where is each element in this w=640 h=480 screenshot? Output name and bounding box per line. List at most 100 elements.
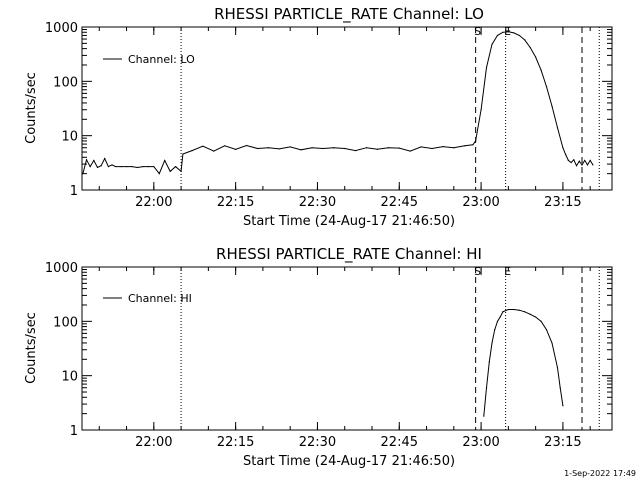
panel-lo-legend-label: Channel: LO [128,53,195,66]
panel-lo-data-point [409,150,411,152]
panel-hi-ytick-label-3: 1000 [45,261,78,276]
panel-hi-data-point [496,320,499,322]
panel-lo-data-point [524,39,526,41]
panel-lo-data-point [581,164,583,166]
panel-hi-data-point [491,342,493,344]
panel-lo-ytick-label-3: 1000 [45,21,78,36]
panel-hi-marker-label-E: E [504,265,511,278]
panel-hi-data-point [551,342,553,344]
panel-lo-data-point [202,145,204,147]
panel-lo-data-point [518,34,520,37]
panel-lo-data-point [551,105,553,107]
panel-lo-data-point [224,145,226,147]
panel-lo-data-point [376,148,379,150]
panel-hi-data-point [483,415,485,417]
panel-lo-data-point [535,56,537,58]
panel-lo-ytick-label-1: 10 [61,130,78,145]
panel-lo-xtick-label-3: 22:45 [381,195,418,210]
panel-hi-data-point [507,308,509,311]
panel-lo-data-point [344,147,346,150]
panel-hi-data-point [556,367,559,369]
panel-hi-data-point [535,316,537,318]
panel-hi-xtick-label-5: 23:15 [544,435,581,450]
panel-hi-data-point [524,311,526,313]
panel-lo-data-point [164,159,166,162]
panel-lo-data-point [507,31,509,33]
panel-lo-data-point [111,164,113,166]
panel-lo-data-point [142,165,144,168]
panel-lo: RHESSI PARTICLE_RATE Channel: LO Start T… [24,5,613,229]
panel-lo-data-point [153,165,155,168]
panel-lo-data-point [570,161,572,164]
panel-lo-data-point [387,147,389,149]
panel-hi-ylabel: Counts/sec [24,312,39,384]
panel-lo-data-point [567,159,569,162]
panel-lo-ylabel: Counts/sec [24,72,39,144]
panel-hi-data-point [540,320,542,322]
panel-lo-marker-label-S: S [474,25,481,38]
panel-lo-data-point [475,140,477,142]
panel-hi-data-point [502,311,504,313]
panel-lo-xtick-label-4: 23:00 [462,195,499,210]
panel-lo-data-point [85,159,88,161]
panel-lo-data-point [592,164,594,166]
panel-hi-data-point [545,329,548,331]
panel-hi-marker-label-S: S [474,265,481,278]
panel-hi-data-point [499,316,501,318]
panel-lo-data-point [556,127,559,129]
panel-lo-data-point [545,85,548,88]
panel-lo-data-point [267,147,269,149]
panel-lo-data-point [300,149,302,151]
panel-lo-data-point [322,147,324,150]
panel-hi-data-point [562,405,564,407]
panel-lo-data-point [96,166,99,169]
panel-lo-data-point [398,147,400,149]
panel-lo-data-point [115,165,117,168]
panel-hi-xtick-label-1: 22:15 [217,435,254,450]
panel-lo-xtick-label-1: 22:15 [217,195,254,210]
panel-lo-data-point [213,150,215,152]
panel-lo-xtick-label-5: 23:15 [544,195,581,210]
panel-lo-data-point [496,34,499,37]
panel-lo-data-point [420,146,422,148]
panel-lo-data-point [442,145,444,148]
panel-hi-xtick-label-3: 22:45 [381,435,418,450]
panel-lo-data-point [93,159,95,162]
panel-lo-xlabel: Start Time (24-Aug-17 21:46:50) [243,214,455,229]
panel-lo-data-point [311,147,313,149]
panel-lo-data-point [589,159,591,162]
panel-lo-data-point [485,66,488,69]
panel-lo-data-point [480,109,482,111]
panel-lo-series-line [82,31,594,175]
panel-lo-xtick-label-0: 22:00 [135,195,172,210]
panel-lo-data-point [235,148,237,150]
panel-lo-data-point [89,165,91,168]
panel-lo-data-point [355,150,357,152]
panel-hi-ytick-label-0: 1 [70,424,78,439]
panel-hi-title: RHESSI PARTICLE_RATE Channel: HI [216,245,482,264]
panel-lo-data-point [175,165,177,168]
panel-lo-data-point [125,165,128,168]
panel-lo-ytick-label-0: 1 [70,184,78,199]
panel-hi-xlabel: Start Time (24-Aug-17 21:46:50) [243,454,455,469]
panel-hi-ytick-label-1: 10 [61,370,78,385]
panel-lo-data-point [147,165,149,168]
panel-lo-data-point [431,147,433,150]
panel-lo-data-point [333,147,335,149]
panel-lo-data-point [278,148,280,150]
panel-hi-data-point [494,329,496,331]
panel-hi-data-point [513,308,515,311]
panel-lo-frame [81,26,613,191]
panel-lo-data-point [158,173,160,175]
panel-lo-data-point [104,157,106,160]
panel-lo-data-point [513,32,515,34]
panel-lo-data-point [182,153,184,155]
panel-lo-data-point [82,173,84,175]
panel-lo-data-point [584,159,586,162]
panel-hi-data-point [518,309,520,311]
panel-lo-data-point [180,170,182,172]
panel-hi-data-point [559,387,561,389]
panel-hi-data-point [485,387,488,389]
panel-hi-data-point [529,313,531,315]
